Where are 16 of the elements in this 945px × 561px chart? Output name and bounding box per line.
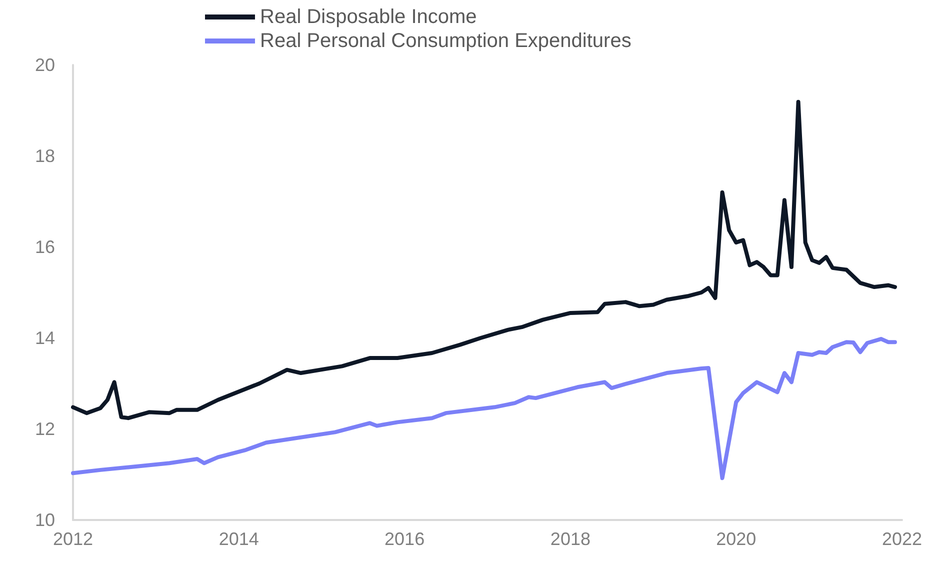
x-tick-label: 2014: [218, 529, 259, 549]
x-tick-label: 2012: [52, 529, 94, 549]
x-tick-label: 2018: [550, 529, 590, 549]
legend-label: Real Disposable Income: [260, 6, 477, 28]
x-tick-label: 2016: [384, 529, 425, 549]
y-tick-label: 16: [34, 237, 55, 257]
y-tick-label: 10: [34, 510, 55, 530]
legend-label: Real Personal Consumption Expenditures: [260, 30, 632, 52]
line-series: [71, 100, 897, 420]
x-tick-label: 2022: [882, 529, 922, 549]
x-tick-label: 2020: [716, 529, 756, 549]
y-tick-label: 18: [34, 146, 55, 166]
y-tick-label: 20: [34, 55, 55, 75]
line-series: [71, 336, 897, 480]
y-tick-label: 12: [34, 419, 55, 439]
y-tick-label: 14: [34, 328, 55, 348]
